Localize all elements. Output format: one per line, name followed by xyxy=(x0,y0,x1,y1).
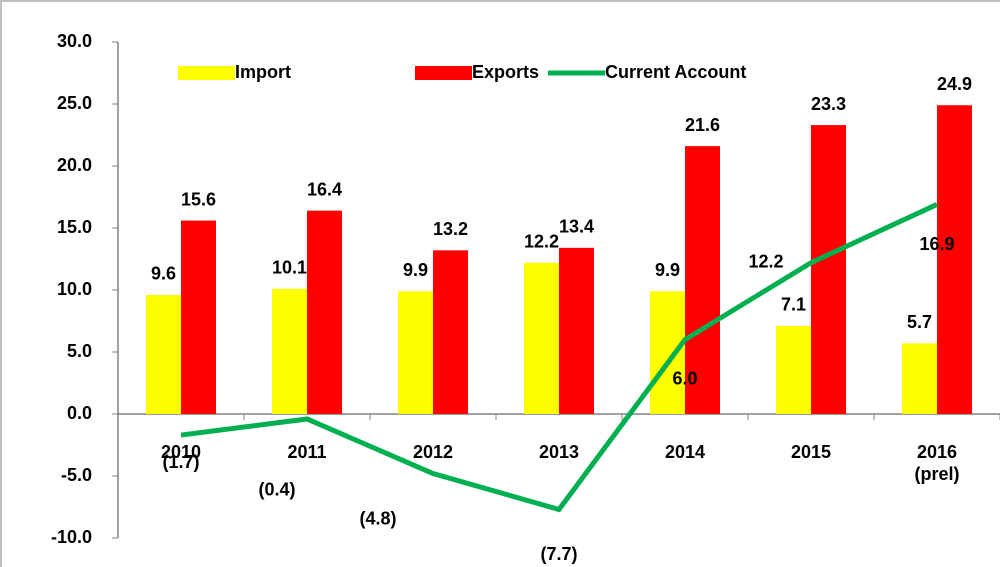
y-tick-label: 0.0 xyxy=(67,403,92,423)
data-label: 16.4 xyxy=(307,179,342,199)
bar xyxy=(559,247,594,414)
data-label: 23.3 xyxy=(811,94,846,114)
x-tick-label: 2016 (prel) xyxy=(914,442,960,484)
data-label: 12.2 xyxy=(524,231,559,251)
bar xyxy=(146,294,181,414)
legend-label: Current Account xyxy=(605,62,746,82)
legend-label: Import xyxy=(235,62,291,82)
bar xyxy=(181,220,216,414)
data-label: 24.9 xyxy=(937,74,972,94)
data-label: 9.6 xyxy=(151,264,176,284)
bar xyxy=(272,288,307,414)
bar xyxy=(776,325,811,414)
legend-label: Exports xyxy=(472,62,539,82)
data-label: 5.7 xyxy=(907,312,932,332)
data-label: 6.0 xyxy=(672,368,697,388)
bar xyxy=(685,146,720,414)
bar xyxy=(307,210,342,414)
y-tick-label: 15.0 xyxy=(57,217,92,237)
data-label: 7.1 xyxy=(781,295,806,315)
data-label: (0.4) xyxy=(258,480,295,500)
bar xyxy=(902,343,937,414)
y-tick-label: 30.0 xyxy=(57,31,92,51)
bar xyxy=(524,262,559,414)
y-tick-label: 25.0 xyxy=(57,93,92,113)
x-tick-label: 2013 xyxy=(538,442,580,462)
x-tick-label: 2012 xyxy=(412,442,454,462)
data-label: (4.8) xyxy=(359,508,396,528)
bar xyxy=(811,125,846,414)
data-label: (1.7) xyxy=(162,452,199,472)
y-tick-label: -10.0 xyxy=(51,527,92,547)
x-tick-label: 2015 xyxy=(790,442,832,462)
x-tick-label: 2011 xyxy=(287,442,327,462)
bar xyxy=(937,105,972,415)
x-tick-label: 2010 xyxy=(160,442,202,462)
legend-swatch xyxy=(178,66,235,80)
data-label: 16.9 xyxy=(919,234,954,254)
y-tick-label: 5.0 xyxy=(67,341,92,361)
data-label: (7.7) xyxy=(540,544,577,564)
x-tick-label: 2014 xyxy=(664,442,706,462)
bar xyxy=(398,291,433,414)
data-label: 21.6 xyxy=(685,115,720,135)
data-label: 9.9 xyxy=(403,260,428,280)
legend-swatch xyxy=(415,66,472,80)
data-label: 13.2 xyxy=(433,219,468,239)
y-tick-label: -5.0 xyxy=(61,465,92,485)
line xyxy=(180,202,939,513)
data-label: 10.1 xyxy=(272,258,307,278)
bar xyxy=(433,250,468,414)
y-tick-label: 10.0 xyxy=(57,279,92,299)
data-label: 15.6 xyxy=(181,189,216,209)
bar xyxy=(650,291,685,414)
data-label: 9.9 xyxy=(655,260,680,280)
data-label: 13.4 xyxy=(559,217,594,237)
data-label: 12.2 xyxy=(748,251,783,271)
y-tick-label: 20.0 xyxy=(57,155,92,175)
